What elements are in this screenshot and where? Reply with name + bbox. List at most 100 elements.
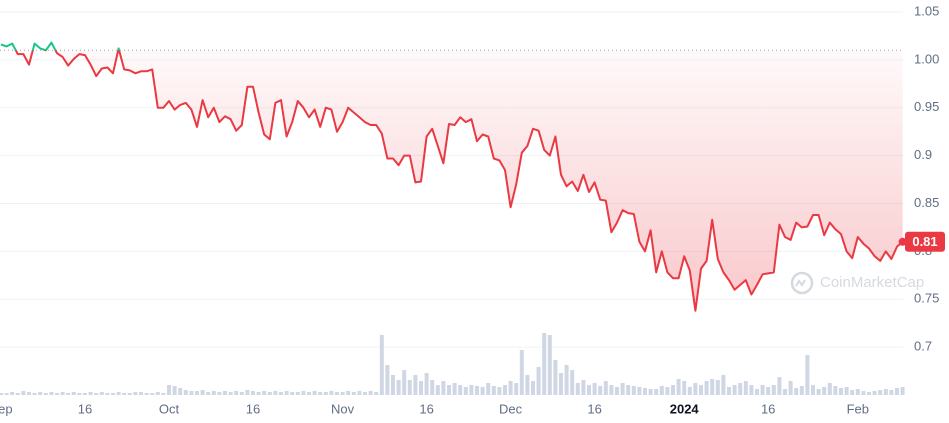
x-tick-label: 16 (78, 401, 92, 416)
volume-bar (525, 375, 530, 395)
volume-bar (351, 392, 356, 395)
volume-bar (94, 393, 99, 395)
volume-bar (447, 385, 451, 395)
volume-bar (508, 381, 513, 395)
volume-bar (811, 385, 815, 395)
volume-bar (424, 373, 429, 395)
volume-bar (794, 388, 799, 395)
volume-bar (340, 392, 345, 395)
volume-bar (71, 392, 76, 395)
volume-bar (704, 381, 709, 395)
price-line (0, 41, 904, 312)
volume-bar (105, 393, 110, 395)
watermark-text: CoinMarketCap (820, 274, 924, 291)
volume-bar (822, 387, 827, 395)
volume-bar (654, 389, 659, 395)
current-dot (898, 237, 907, 246)
volume-bar (452, 383, 457, 395)
y-tick-label: 0.85 (914, 195, 939, 210)
volume-bar (4, 393, 9, 395)
volume-bar (743, 381, 748, 395)
x-tick-label: Feb (847, 401, 869, 416)
area (15, 50, 903, 311)
volume-bar (878, 390, 883, 395)
x-tick-label: 16 (761, 401, 775, 416)
volume-bar (833, 386, 838, 395)
volume-bar (391, 375, 395, 395)
volume-bar (374, 392, 379, 395)
volume-bar (503, 385, 507, 395)
volume-bar (559, 373, 563, 395)
volume-bar (844, 387, 849, 395)
x-tick-label: 16 (419, 401, 433, 416)
x-tick-label: Sep (0, 401, 13, 416)
volume-bar (99, 392, 104, 395)
volume-bar (777, 377, 782, 395)
volume-bar (312, 391, 317, 395)
volume-bar (122, 393, 127, 395)
volume-bar (755, 389, 759, 395)
volume-bar (183, 390, 188, 395)
volume-bar (491, 386, 496, 395)
volume-bar (323, 392, 328, 395)
volume-bar (850, 390, 855, 395)
volume-bar (609, 385, 614, 395)
volume-bar (693, 383, 698, 395)
volume-bar (178, 388, 183, 395)
volume-bar (671, 385, 675, 395)
volume-bar (771, 385, 776, 395)
y-tick-label: 0.75 (914, 291, 939, 306)
volume-bar (542, 333, 547, 395)
volume-bar (27, 392, 31, 395)
volume-bar (195, 391, 199, 395)
volume-bar (307, 392, 311, 395)
volume-bar (710, 379, 715, 395)
volume-bar (189, 391, 194, 395)
volume-bar (766, 387, 771, 395)
volume-bar (883, 389, 888, 395)
volume-bar (363, 392, 367, 395)
volume-bar (441, 381, 446, 395)
volume-bar (839, 388, 843, 395)
volume-bar (637, 387, 642, 395)
volume-bar (475, 386, 479, 395)
volume-bar (10, 392, 15, 395)
volume-bar (682, 381, 687, 395)
volume-bar (155, 392, 160, 395)
volume-bar (88, 392, 93, 395)
y-tick-label: 0.9 (914, 147, 932, 162)
volume-bar (245, 390, 250, 395)
volume-bar (0, 393, 3, 395)
x-tick-label: Dec (499, 401, 523, 416)
volume-bar (872, 391, 877, 395)
volume-bar (66, 393, 71, 395)
volume-bar (200, 390, 205, 395)
volume-bar (900, 387, 905, 395)
volume-bar (687, 387, 692, 395)
volume-bar (43, 393, 48, 395)
volume-bar (564, 365, 569, 395)
volume-bar (273, 391, 278, 395)
volume-bar (827, 383, 832, 395)
volume-bar (111, 393, 115, 395)
volume-bar (665, 387, 670, 395)
volume-bar (368, 391, 373, 395)
volume-bar (783, 389, 787, 395)
volume-bar (206, 392, 211, 395)
volume-bar (659, 386, 664, 395)
volume-bar (228, 392, 233, 395)
volume-bar (172, 386, 177, 395)
volume-bar (295, 392, 300, 395)
volume-bar (575, 383, 580, 395)
volume-bar (855, 389, 860, 395)
volume-bar (715, 380, 720, 395)
volume-bar (256, 392, 261, 395)
volume-bar (77, 393, 82, 395)
volume-bar (318, 392, 323, 395)
volume-bar (385, 365, 390, 395)
volume-bar (895, 388, 899, 395)
volume-bar (603, 381, 608, 395)
volume-bar (676, 379, 681, 395)
volume-bar (570, 370, 575, 395)
volume-bar (547, 335, 552, 395)
